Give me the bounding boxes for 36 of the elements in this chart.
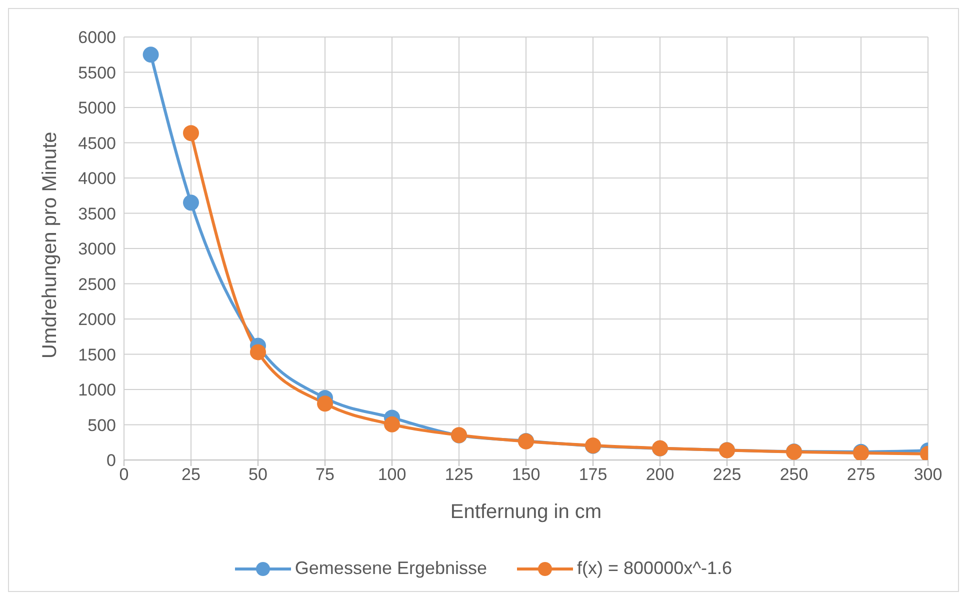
point — [317, 396, 333, 412]
y-tick-label: 2000 — [78, 310, 116, 330]
point — [183, 194, 199, 211]
x-tick-label: 125 — [444, 465, 474, 484]
x-tick-label: 25 — [182, 465, 200, 484]
legend-label: Gemessene Ergebnisse — [294, 558, 488, 579]
x-tick-label: 225 — [712, 465, 742, 484]
y-tick-label: 500 — [88, 416, 116, 435]
y-axis-title: Umdrehungen pro Minute — [39, 132, 62, 358]
point — [183, 125, 199, 142]
y-tick-label: 6000 — [78, 28, 116, 48]
y-tick-label: 3500 — [78, 204, 116, 224]
x-tick-label: 150 — [512, 465, 540, 484]
x-tick-label: 250 — [780, 465, 808, 484]
y-tick-label: 1500 — [78, 345, 116, 364]
y-tick-label: 5000 — [78, 98, 116, 118]
x-tick-label: 0 — [119, 465, 129, 484]
y-tick-label: 5500 — [78, 63, 116, 82]
x-tick-label: 275 — [846, 465, 876, 484]
point — [250, 344, 266, 360]
point — [384, 416, 400, 432]
legend-label: f(x) = 800000x^-1.6 — [576, 558, 732, 579]
x-tick-label: 175 — [578, 465, 608, 484]
x-tick-label: 300 — [914, 465, 942, 484]
y-tick-label: 3000 — [78, 240, 116, 259]
y-tick-label: 0 — [106, 451, 116, 470]
x-tick-label: 75 — [316, 465, 334, 484]
x-tick-label: 50 — [248, 465, 268, 484]
x-tick-label: 100 — [378, 465, 406, 484]
y-tick-label: 1000 — [78, 380, 116, 400]
x-tick-label: 200 — [646, 465, 674, 484]
y-tick-label: 4000 — [78, 169, 116, 188]
x-axis-title: Entfernung in cm — [450, 501, 602, 523]
point — [142, 46, 159, 63]
y-tick-label: 2500 — [78, 274, 116, 294]
y-tick-label: 4500 — [78, 134, 116, 153]
